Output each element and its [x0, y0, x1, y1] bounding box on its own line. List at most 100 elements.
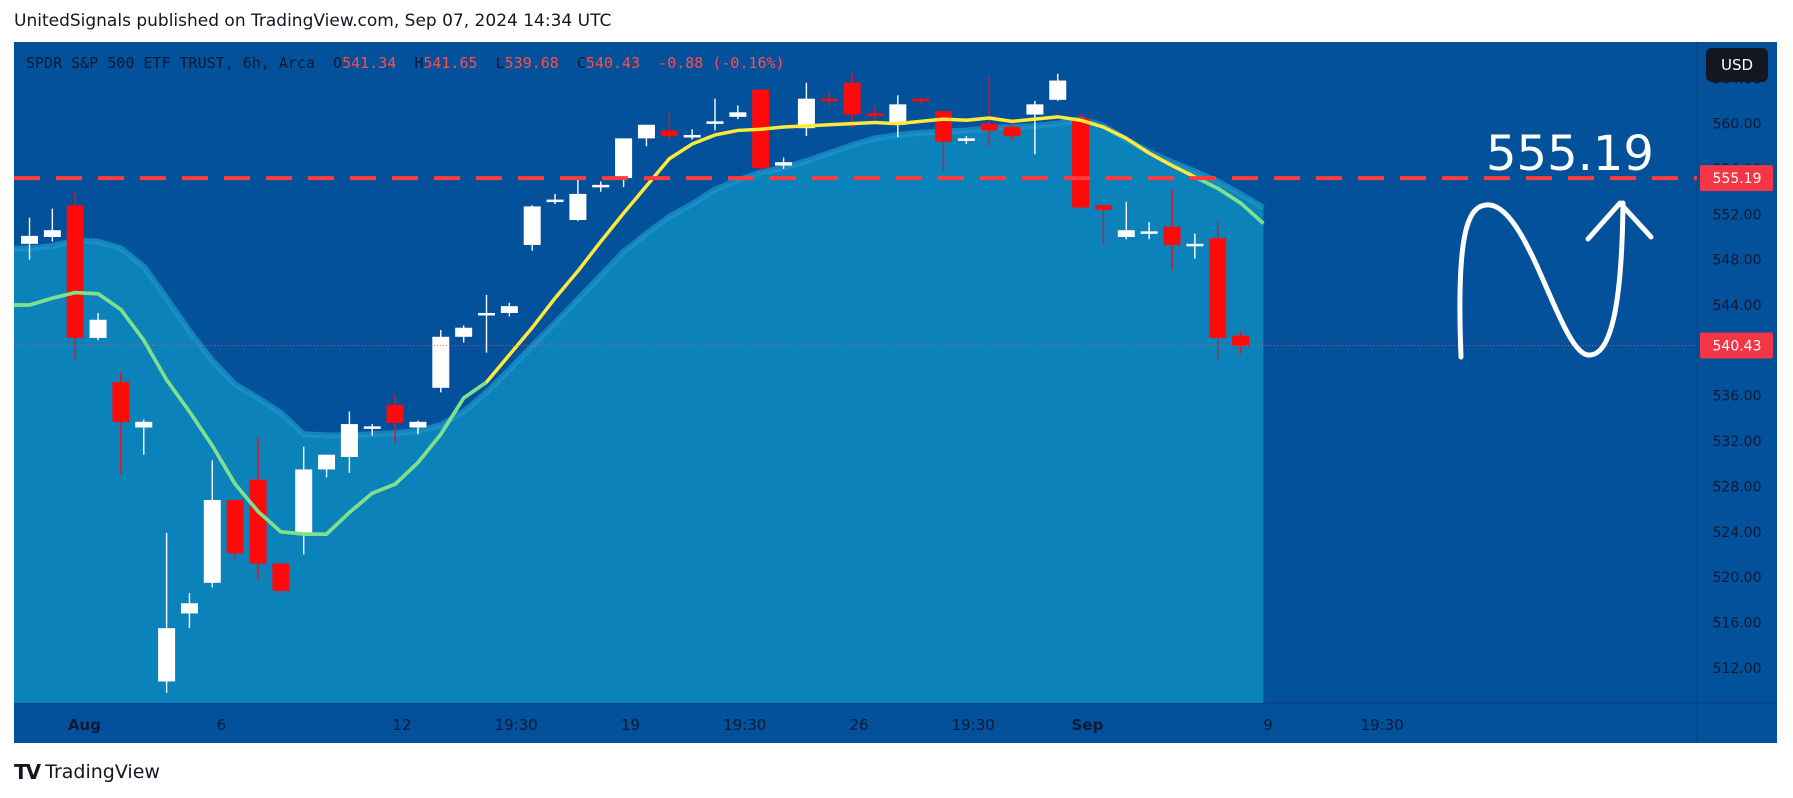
- candle-body: [820, 98, 838, 102]
- candle-body: [797, 98, 815, 129]
- moving-average-band: [14, 116, 1265, 703]
- candle: [249, 437, 267, 580]
- candle: [1232, 331, 1250, 354]
- candle-body: [1186, 243, 1204, 247]
- candle: [866, 106, 884, 120]
- candle: [135, 419, 153, 455]
- candle: [295, 446, 313, 555]
- candle: [912, 98, 930, 104]
- candle: [1094, 204, 1112, 245]
- candle-body: [1232, 335, 1250, 346]
- candle-body: [1003, 127, 1021, 137]
- target-price-tag-background: [1700, 165, 1773, 192]
- candle-body: [957, 138, 975, 141]
- candle: [455, 325, 473, 343]
- legend-open: 541.34: [342, 54, 397, 72]
- candle-body: [1140, 231, 1158, 234]
- time-axis-tick: 19:30: [1361, 716, 1404, 734]
- candle-body: [523, 206, 541, 245]
- candle: [363, 424, 381, 436]
- target-annotation-text: 555.19: [1486, 126, 1654, 182]
- candles: [21, 73, 1250, 693]
- time-axis-tick: Sep: [1072, 716, 1104, 734]
- candle-body: [1117, 230, 1135, 238]
- candle-body: [1163, 226, 1181, 245]
- candlestick-chart[interactable]: 555.19 512.00 516.00 520.00 524.00 528.00 532…: [0, 0, 1793, 760]
- overlays: 555.19: [14, 126, 1697, 347]
- candle-body: [340, 424, 358, 457]
- brand-name: TradingView: [45, 761, 160, 783]
- time-axis-tick: 6: [217, 716, 227, 734]
- candle-body: [637, 124, 655, 139]
- candle-body: [66, 205, 84, 338]
- legend-high: 541.65: [423, 54, 478, 72]
- candle-body: [592, 184, 610, 188]
- candle: [1117, 201, 1135, 240]
- candle-body: [455, 327, 473, 337]
- time-axis-tick: Aug: [68, 716, 101, 734]
- last-price-tag-background: [1700, 332, 1773, 359]
- time-axis-tick: 26: [849, 716, 868, 734]
- fast-moving-average-down-segment: [1194, 175, 1265, 225]
- candle: [158, 532, 176, 693]
- candle-body: [409, 421, 427, 428]
- candle: [1209, 221, 1227, 360]
- target-price-tag: 555.19: [1713, 171, 1762, 187]
- candle-body: [569, 193, 587, 221]
- currency-button[interactable]: USD: [1706, 48, 1768, 82]
- price-axis[interactable]: 512.00 516.00 520.00 524.00 528.00 532.00 536.…: [1700, 71, 1773, 677]
- legend-open-label: O: [333, 54, 343, 72]
- candle-body: [729, 112, 747, 117]
- candle-body: [478, 312, 495, 316]
- candle-body: [180, 603, 198, 614]
- candle: [1049, 73, 1067, 101]
- candle-body: [226, 500, 244, 554]
- candle: [546, 193, 564, 205]
- band-upper-edge: [14, 116, 1265, 439]
- candle: [820, 91, 838, 107]
- tradingview-logo-icon: TV: [14, 760, 41, 784]
- candle: [706, 98, 724, 131]
- time-axis-background: [14, 703, 1777, 743]
- last-price-tag: 540.43: [1713, 339, 1762, 355]
- candle-body: [43, 230, 61, 238]
- candle: [683, 129, 701, 140]
- symbol-legend: SPDR S&P 500 ETF TRUST, 6h, Arca O541.34…: [26, 54, 785, 72]
- price-axis-tick: 536.00: [1713, 389, 1762, 405]
- candle: [478, 294, 495, 353]
- candle: [1026, 100, 1044, 155]
- candle: [1072, 113, 1090, 209]
- candle: [569, 178, 587, 222]
- projection-arrow-head: [1585, 200, 1654, 242]
- time-axis-tick: 12: [392, 716, 411, 734]
- footer: TV TradingView: [14, 760, 160, 784]
- candle-body: [272, 563, 290, 591]
- candle: [432, 329, 450, 393]
- candle: [409, 420, 427, 435]
- candle: [226, 500, 244, 560]
- candle: [1186, 233, 1204, 259]
- candle-body: [21, 235, 38, 244]
- candle-body: [615, 138, 633, 179]
- price-axis-tick: 524.00: [1713, 525, 1762, 541]
- candle-body: [203, 500, 221, 583]
- price-axis-tick: 528.00: [1713, 479, 1762, 495]
- candle-body: [912, 98, 930, 102]
- candle-body: [1072, 117, 1090, 208]
- legend-low: 539.68: [504, 54, 559, 72]
- candle: [112, 371, 130, 474]
- price-axis-tick: 516.00: [1713, 616, 1762, 632]
- price-axis-tick: 532.00: [1713, 434, 1762, 450]
- price-axis-tick: 552.00: [1713, 207, 1762, 223]
- candle: [523, 205, 541, 251]
- candle-body: [363, 426, 381, 429]
- candle: [89, 312, 107, 341]
- candle: [980, 77, 998, 147]
- legend-change: -0.88 (-0.16%): [658, 54, 785, 72]
- price-axis-background: [1697, 42, 1777, 703]
- candle-body: [112, 382, 130, 422]
- candle: [637, 124, 655, 147]
- candle-body: [135, 421, 153, 428]
- time-axis[interactable]: Aug 6 12 19:30 19 19:30 26 19:30 Sep 9 19:30: [68, 716, 1404, 734]
- candle-body: [249, 479, 267, 564]
